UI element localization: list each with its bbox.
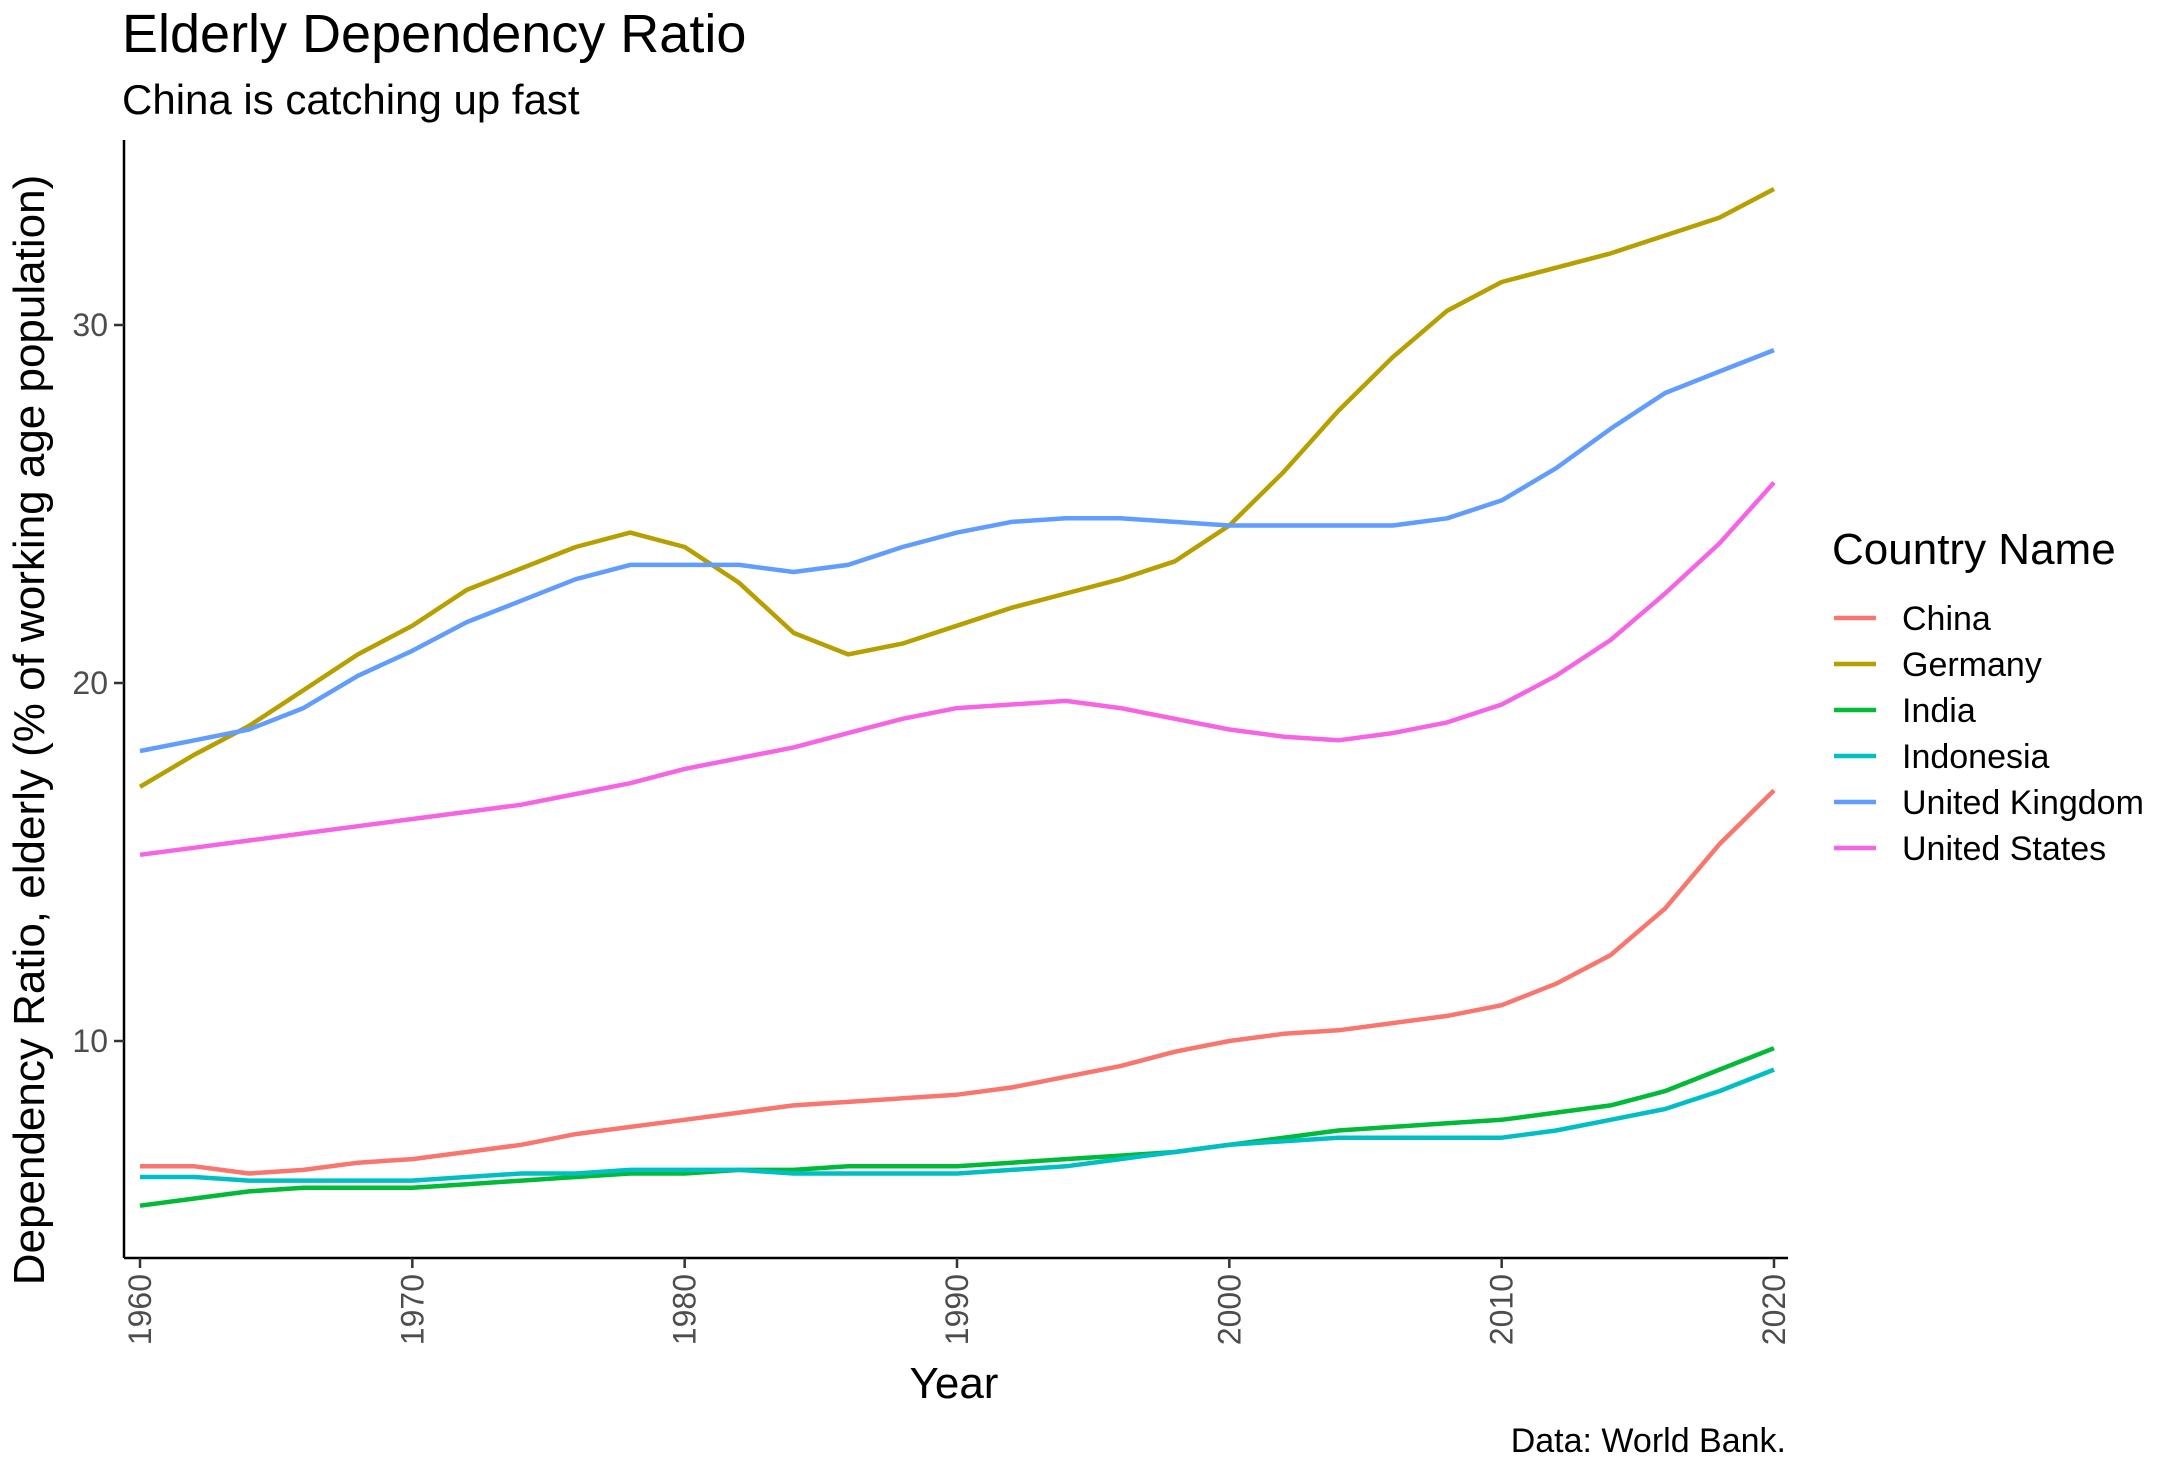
series-line-germany (138, 187, 1776, 789)
legend-label-united-kingdom: United Kingdom (1902, 784, 2144, 822)
y-tick-label: 30 (72, 307, 108, 343)
legend: Country Name China Germany India Indonesia U… (1832, 525, 2144, 868)
x-tick-label: 1960 (122, 1274, 158, 1345)
x-axis-title: Year (910, 1359, 999, 1408)
x-tick-label: 2000 (1211, 1274, 1247, 1345)
x-tick-label: 1980 (667, 1274, 703, 1345)
series-line-indonesia (140, 1067, 1775, 1183)
legend-item-india: India (1834, 692, 1976, 730)
y-axis-ticks: 10 20 30 (72, 307, 124, 1059)
x-tick-label: 1990 (939, 1274, 975, 1345)
legend-label-germany: Germany (1902, 646, 2042, 684)
legend-item-germany: Germany (1834, 646, 2042, 684)
series-line-united-kingdom (139, 348, 1775, 754)
chart-title: Elderly Dependency Ratio (122, 4, 746, 64)
legend-title: Country Name (1832, 525, 2116, 574)
plot-area: 10 20 30 1960 1970 1980 1990 2000 2010 2020 (72, 140, 1792, 1345)
chart-caption: Data: World Bank. (1511, 1422, 1786, 1460)
legend-item-indonesia: Indonesia (1834, 738, 2050, 776)
series-line-china (140, 788, 1776, 1176)
legend-label-china: China (1902, 600, 1991, 638)
legend-label-united-states: United States (1902, 830, 2106, 868)
legend-items: China Germany India Indonesia United Kingdom… (1834, 600, 2144, 868)
x-tick-label: 2010 (1484, 1274, 1520, 1345)
legend-item-china: China (1834, 600, 1991, 638)
legend-item-united-kingdom: United Kingdom (1834, 784, 2144, 822)
legend-label-indonesia: Indonesia (1902, 738, 2050, 776)
series-line-india (139, 1046, 1775, 1208)
series-line-united-states (139, 480, 1776, 858)
y-tick-label: 20 (72, 665, 108, 701)
series-layer (138, 187, 1776, 1208)
chart-subtitle: China is catching up fast (122, 76, 580, 123)
y-axis-title: Dependency Ratio, elderly (% of working … (5, 175, 54, 1285)
x-tick-label: 1970 (394, 1274, 430, 1345)
x-tick-label: 2020 (1756, 1274, 1792, 1345)
x-axis-ticks: 1960 1970 1980 1990 2000 2010 2020 (122, 1258, 1792, 1345)
legend-item-united-states: United States (1834, 830, 2106, 868)
legend-label-india: India (1902, 692, 1976, 730)
y-tick-label: 10 (72, 1023, 108, 1059)
